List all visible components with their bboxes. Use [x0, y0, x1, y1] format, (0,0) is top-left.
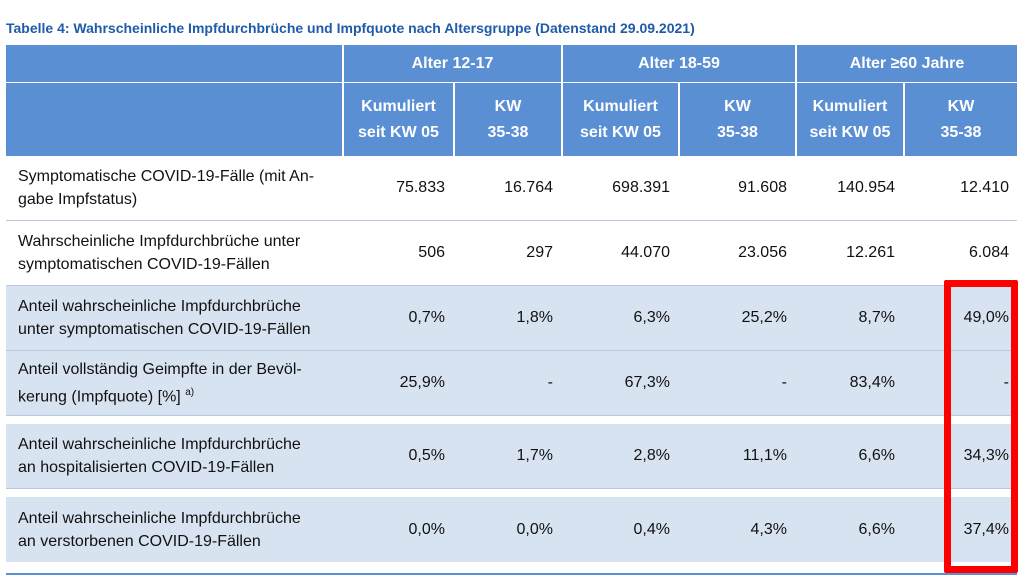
- table-row: Anteil wahrscheinliche Impfdurchbrüche un…: [6, 286, 1017, 351]
- row-gap: [6, 416, 1017, 424]
- table-cell: 49,0%: [963, 309, 1009, 326]
- row-gap: [6, 489, 1017, 497]
- table-row: Wahrscheinliche Impfdurchbrüche unter sym…: [6, 221, 1017, 286]
- table-row: Anteil vollständig Geimpfte in der Bevöl…: [6, 351, 1017, 416]
- table-cell: 6,6%: [858, 520, 895, 538]
- row-label: Anteil wahrscheinliche Impfdurchbrüche un…: [18, 298, 311, 338]
- table-cell: 140.954: [837, 179, 895, 196]
- row-label: Anteil wahrscheinliche Impfdurchbrüche an…: [18, 436, 301, 476]
- header-row-groups: Alter 12-17 Alter 18-59 Alter ≥60 Jahre: [6, 45, 1017, 83]
- table-cell: 506: [418, 244, 445, 261]
- row-label: Anteil wahrscheinliche Impfdurchbrüche an…: [18, 509, 301, 550]
- table-cell: 34,3%: [963, 447, 1009, 464]
- table-cell: 0,0%: [408, 520, 445, 538]
- table-cell: 25,2%: [741, 309, 787, 326]
- table-cell: 0,4%: [633, 520, 670, 538]
- table-cell: 0,7%: [408, 309, 445, 326]
- table-cell: 297: [526, 244, 553, 261]
- table-cell: 83,4%: [849, 374, 895, 391]
- subheader-week: KW 35-38: [453, 83, 561, 156]
- table-cell: 67,3%: [624, 374, 670, 391]
- table-bottom-rule: [6, 573, 1017, 575]
- subheader-cumulative: Kumuliert seit KW 05: [795, 83, 903, 156]
- table-cell: 0,5%: [408, 447, 445, 464]
- table-cell: 6.084: [968, 244, 1009, 261]
- table-cell: 11,1%: [742, 447, 787, 464]
- table-cell: 91.608: [738, 179, 787, 196]
- row-label: Symptomatische COVID-19-Fälle (mit An-ga…: [18, 168, 315, 208]
- red-highlight-box: [944, 280, 1018, 573]
- footnote-marker: a): [185, 386, 195, 398]
- row-label: Wahrscheinliche Impfdurchbrüche unter sym…: [18, 233, 301, 273]
- table-row: Anteil wahrscheinliche Impfdurchbrüche an…: [6, 424, 1017, 489]
- table-cell: 1,8%: [516, 309, 553, 326]
- table-cell: 75.833: [396, 179, 445, 196]
- subheader-week: KW 35-38: [678, 83, 795, 156]
- header-row-periods: Kumuliert seit KW 05 KW 35-38 Kumuliert sei…: [6, 83, 1017, 156]
- table-cell: 25,9%: [399, 374, 445, 391]
- table-cell: -: [781, 374, 787, 391]
- table-cell: 12.261: [846, 244, 895, 261]
- table-row: Symptomatische COVID-19-Fälle (mit An-ga…: [6, 156, 1017, 221]
- table-cell: 4,3%: [750, 520, 787, 538]
- table-cell: 6,3%: [633, 309, 670, 326]
- subheader-week: KW 35-38: [903, 83, 1017, 156]
- group-header-12-17: Alter 12-17: [342, 45, 561, 82]
- table-caption: Tabelle 4: Wahrscheinliche Impfdurchbrüc…: [6, 20, 695, 36]
- group-header-60-plus: Alter ≥60 Jahre: [795, 45, 1017, 82]
- row-label: Anteil vollständig Geimpfte in der Bevöl…: [18, 360, 302, 406]
- table-cell: 0,0%: [516, 520, 553, 538]
- table-cell: 698.391: [612, 179, 670, 196]
- subheader-cumulative: Kumuliert seit KW 05: [561, 83, 678, 156]
- table-cell: 2,8%: [633, 447, 670, 464]
- table-cell: -: [1003, 374, 1009, 391]
- table-cell: 37,4%: [963, 520, 1009, 538]
- table-cell: 44.070: [621, 244, 670, 261]
- group-header-18-59: Alter 18-59: [561, 45, 795, 82]
- table-cell: 23.056: [738, 244, 787, 261]
- table-cell: 16.764: [504, 179, 553, 196]
- table-row: Anteil wahrscheinliche Impfdurchbrüche an…: [6, 497, 1017, 562]
- table-cell: -: [547, 374, 553, 391]
- vaccination-breakthrough-table: Alter 12-17 Alter 18-59 Alter ≥60 Jahre …: [6, 45, 1017, 562]
- subheader-cumulative: Kumuliert seit KW 05: [342, 83, 453, 156]
- table-cell: 6,6%: [858, 447, 895, 464]
- table-cell: 8,7%: [858, 309, 895, 326]
- header-empty-cell: [6, 45, 342, 82]
- table-cell: 1,7%: [516, 447, 553, 464]
- header-empty-cell: [6, 83, 342, 156]
- table-cell: 12.410: [960, 179, 1009, 196]
